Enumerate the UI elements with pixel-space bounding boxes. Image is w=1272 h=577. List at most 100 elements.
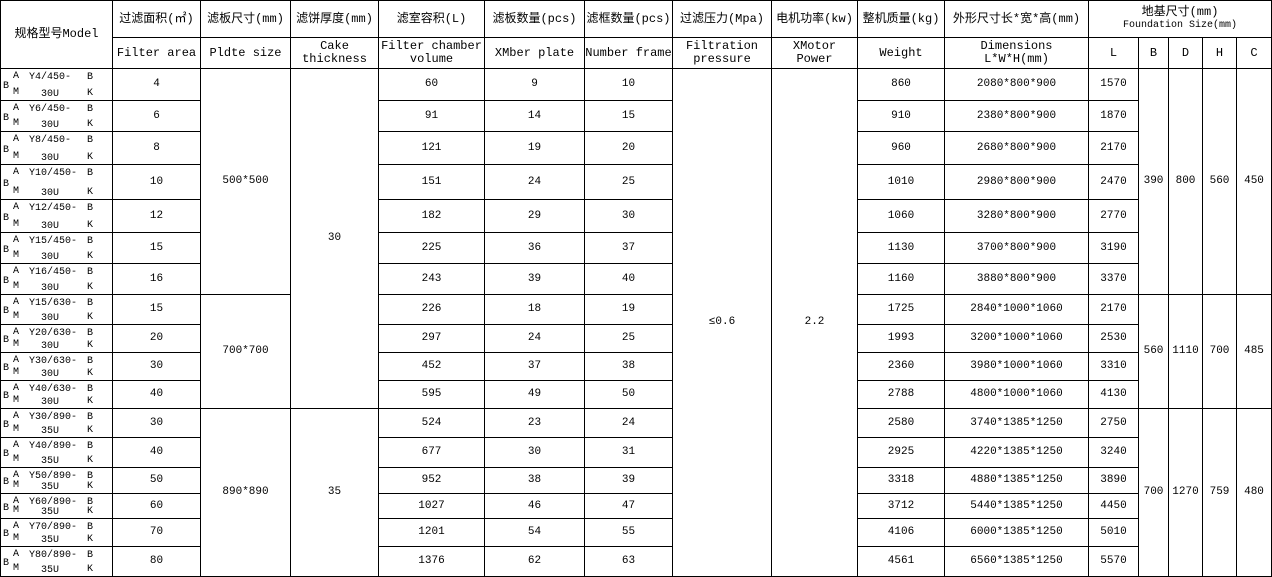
cell-text: 3200*1000*1060: [970, 332, 1063, 344]
cell-text: 37: [621, 241, 636, 254]
data-cell: 50: [585, 381, 673, 409]
cell-text: 4130: [1100, 388, 1127, 400]
cell-text: 10: [149, 175, 164, 188]
model-text: K: [87, 251, 94, 262]
merged-cell: 450: [1237, 69, 1272, 295]
data-cell: 3200*1000*1060: [945, 325, 1089, 353]
model-text: B: [3, 363, 10, 374]
model-cell: B A M Y16/450- B K 30U: [1, 264, 113, 295]
data-cell: 19: [585, 295, 673, 325]
data-cell: 3712: [858, 494, 945, 519]
model-text: B: [3, 306, 10, 317]
cell-text: 91: [424, 109, 439, 122]
data-cell: 2170: [1089, 132, 1139, 165]
model-text: B: [87, 72, 94, 83]
model-text: M: [13, 186, 20, 197]
cell-text: 3240: [1100, 446, 1127, 458]
model-text: B: [87, 104, 94, 115]
model-text: M: [13, 311, 20, 322]
merged-cell: 390: [1139, 69, 1169, 295]
data-cell: 952: [379, 468, 485, 494]
model-text: B: [3, 558, 10, 569]
cell-text: 60: [149, 499, 164, 512]
data-cell: 1201: [379, 519, 485, 547]
merged-cell: 890*890: [201, 409, 291, 577]
data-cell: 4220*1385*1250: [945, 438, 1089, 468]
cell-text: 595: [421, 388, 442, 400]
data-cell: 960: [858, 132, 945, 165]
header-en: Foundation Size(mm): [1122, 20, 1238, 31]
cell-text: 4880*1385*1250: [970, 474, 1063, 486]
cell-text: 36: [527, 241, 542, 254]
cell-text: 2470: [1100, 175, 1127, 188]
cell-text: 4561: [887, 555, 915, 567]
data-cell: 38: [585, 353, 673, 381]
model-text: A: [13, 355, 20, 366]
merged-cell: 500*500: [201, 69, 291, 295]
data-cell: 4130: [1089, 381, 1139, 409]
model-text: Y16/450-: [29, 267, 78, 278]
data-cell: 3280*800*900: [945, 200, 1089, 233]
cell-text: 15: [149, 241, 164, 254]
data-cell: 38: [485, 468, 585, 494]
header-zh: 滤框数量(pcs): [586, 11, 671, 26]
cell-text: 4800*1000*1060: [970, 388, 1063, 400]
header-cell: B: [1139, 38, 1169, 69]
model-cell: B A M Y50/890- B K 35U: [1, 468, 113, 494]
header-cell: 电机功率(kw): [772, 1, 858, 38]
cell-text: 2170: [1100, 303, 1127, 315]
data-cell: 1160: [858, 264, 945, 295]
header-zh: 整机质量(kg): [862, 11, 940, 26]
model-cell: B A M Y70/890- B K 35U: [1, 519, 113, 547]
data-cell: 2580: [858, 409, 945, 438]
cell-text: 1201: [418, 526, 445, 538]
header-cell: 过滤面积(㎡): [113, 1, 201, 38]
data-cell: 54: [485, 519, 585, 547]
model-text: B: [3, 335, 10, 346]
model-text: K: [87, 396, 94, 407]
data-cell: 46: [485, 494, 585, 519]
header-cell: Cake thickness: [291, 38, 379, 69]
cell-text: 5570: [1100, 555, 1127, 567]
header-cell: XMotor Power: [772, 38, 858, 69]
model-text: B: [87, 412, 94, 423]
data-cell: 2680*800*900: [945, 132, 1089, 165]
cell-text: 700*700: [222, 345, 269, 357]
cell-text: 3890: [1100, 474, 1127, 486]
cell-text: 49: [527, 388, 542, 400]
model-text: A: [13, 71, 20, 82]
model-text: B: [87, 298, 94, 309]
model-text: M: [13, 533, 20, 544]
model-text: M: [13, 505, 20, 516]
cell-text: 24: [527, 175, 542, 188]
data-cell: 2470: [1089, 165, 1139, 200]
cell-text: 19: [621, 303, 636, 315]
header-sub: C: [1250, 45, 1258, 60]
cell-text: 40: [149, 388, 164, 400]
model-text: M: [13, 563, 20, 574]
header-en: Pldte size: [209, 45, 282, 60]
header-cell: Number frame: [585, 38, 673, 69]
cell-text: 15: [149, 303, 164, 315]
model-text: B: [87, 497, 94, 508]
cell-text: 37: [527, 360, 542, 372]
cell-text: 677: [421, 446, 442, 458]
model-cell: B A M Y6/450- B K 30U: [1, 101, 113, 132]
cell-text: 14: [527, 109, 542, 122]
merged-cell: 560: [1139, 295, 1169, 409]
cell-text: 1870: [1100, 109, 1127, 122]
header-cell: Filter area: [113, 38, 201, 69]
data-cell: 47: [585, 494, 673, 519]
model-text: B: [3, 391, 10, 402]
cell-text: 30: [527, 446, 542, 458]
header-en: Cake thickness: [302, 39, 367, 66]
data-cell: 24: [485, 165, 585, 200]
cell-text: 1725: [887, 303, 915, 315]
cell-text: 3740*1385*1250: [970, 416, 1063, 429]
model-text: A: [13, 202, 20, 213]
cell-text: 29: [527, 209, 542, 222]
cell-text: 560: [1209, 175, 1230, 187]
cell-text: 452: [421, 360, 442, 372]
header-en: Number frame: [585, 45, 672, 60]
cell-text: 3980*1000*1060: [970, 360, 1063, 372]
